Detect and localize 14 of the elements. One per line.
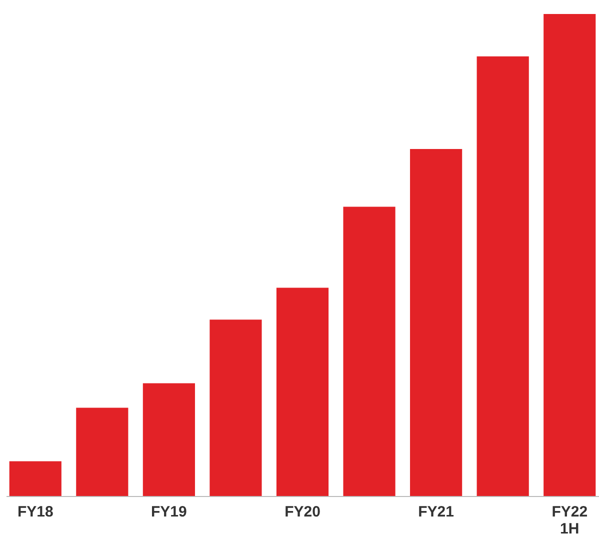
x-tick-label: FY20	[284, 504, 320, 520]
x-tick-label: FY21	[418, 504, 454, 520]
bar	[142, 383, 195, 496]
x-tick-label: FY19	[151, 504, 187, 520]
x-tick-label: FY22 1H	[552, 504, 588, 538]
bar	[276, 288, 329, 496]
bar	[410, 148, 462, 496]
x-tick-label: FY18	[17, 504, 54, 520]
bar	[476, 56, 529, 496]
bar	[9, 461, 62, 496]
bar	[544, 14, 596, 496]
bar	[76, 408, 128, 496]
bar	[210, 320, 262, 496]
bar	[343, 206, 396, 496]
